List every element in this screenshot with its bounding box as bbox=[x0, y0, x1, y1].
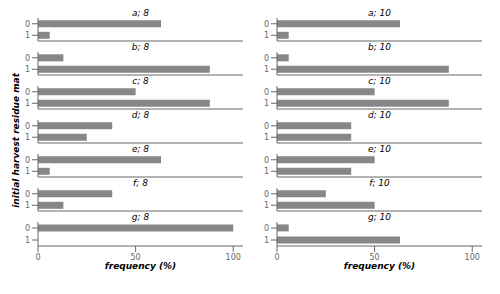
html-text:initial harvest residue mat: initial harvest residue mat bbox=[11, 72, 21, 208]
html-text:d; 10: d; 10 bbox=[368, 110, 391, 120]
svg-text:0: 0 bbox=[264, 156, 269, 165]
html-text:a; 8: a; 8 bbox=[131, 8, 150, 18]
svg-text:0: 0 bbox=[264, 122, 269, 131]
svg-text:0: 0 bbox=[264, 54, 269, 63]
svg-text:1: 1 bbox=[25, 236, 30, 245]
svg-text:1: 1 bbox=[25, 65, 30, 74]
html-text:e; 8: e; 8 bbox=[131, 144, 150, 154]
html-text:c; 8: c; 8 bbox=[132, 76, 149, 86]
svg-text:1: 1 bbox=[264, 201, 269, 210]
svg-text:50: 50 bbox=[370, 253, 380, 260]
html-text:g; 10: g; 10 bbox=[368, 212, 391, 222]
svg-text:1: 1 bbox=[25, 201, 30, 210]
html-text:frequency (%): frequency (%) bbox=[343, 261, 416, 271]
html-text:frequency (%): frequency (%) bbox=[104, 261, 177, 271]
svg-text:1: 1 bbox=[264, 31, 269, 40]
svg-text:1: 1 bbox=[25, 133, 30, 142]
svg-text:0: 0 bbox=[25, 88, 30, 97]
svg-text:100: 100 bbox=[465, 253, 480, 260]
svg-text:0: 0 bbox=[35, 253, 40, 260]
svg-text:0: 0 bbox=[25, 190, 30, 199]
svg-text:1: 1 bbox=[264, 236, 269, 245]
svg-text:1: 1 bbox=[25, 99, 30, 108]
html-text:e; 10: e; 10 bbox=[368, 144, 391, 154]
svg-text:0: 0 bbox=[25, 54, 30, 63]
svg-text:1: 1 bbox=[264, 65, 269, 74]
html-text:d; 8: d; 8 bbox=[131, 110, 150, 120]
svg-text:0: 0 bbox=[264, 88, 269, 97]
svg-text:1: 1 bbox=[25, 31, 30, 40]
svg-text:1: 1 bbox=[264, 167, 269, 176]
html-text:c; 10: c; 10 bbox=[368, 76, 391, 86]
svg-text:0: 0 bbox=[264, 20, 269, 29]
svg-text:1: 1 bbox=[264, 99, 269, 108]
svg-text:0: 0 bbox=[25, 156, 30, 165]
html-text:a; 10: a; 10 bbox=[368, 8, 391, 18]
svg-text:100: 100 bbox=[226, 253, 241, 260]
svg-text:0: 0 bbox=[264, 224, 269, 233]
svg-text:0: 0 bbox=[25, 122, 30, 131]
html-text:g; 8: g; 8 bbox=[131, 212, 150, 222]
svg-text:1: 1 bbox=[264, 133, 269, 142]
svg-text:1: 1 bbox=[25, 167, 30, 176]
html-text:b; 8: b; 8 bbox=[131, 42, 150, 52]
svg-text:0: 0 bbox=[274, 253, 279, 260]
html-text:f; 8: f; 8 bbox=[133, 178, 148, 188]
html-text:f; 10: f; 10 bbox=[369, 178, 390, 188]
svg-text:0: 0 bbox=[264, 190, 269, 199]
html-text:b; 10: b; 10 bbox=[368, 42, 391, 52]
svg-text:0: 0 bbox=[25, 224, 30, 233]
svg-text:0: 0 bbox=[25, 20, 30, 29]
svg-text:50: 50 bbox=[131, 253, 141, 260]
